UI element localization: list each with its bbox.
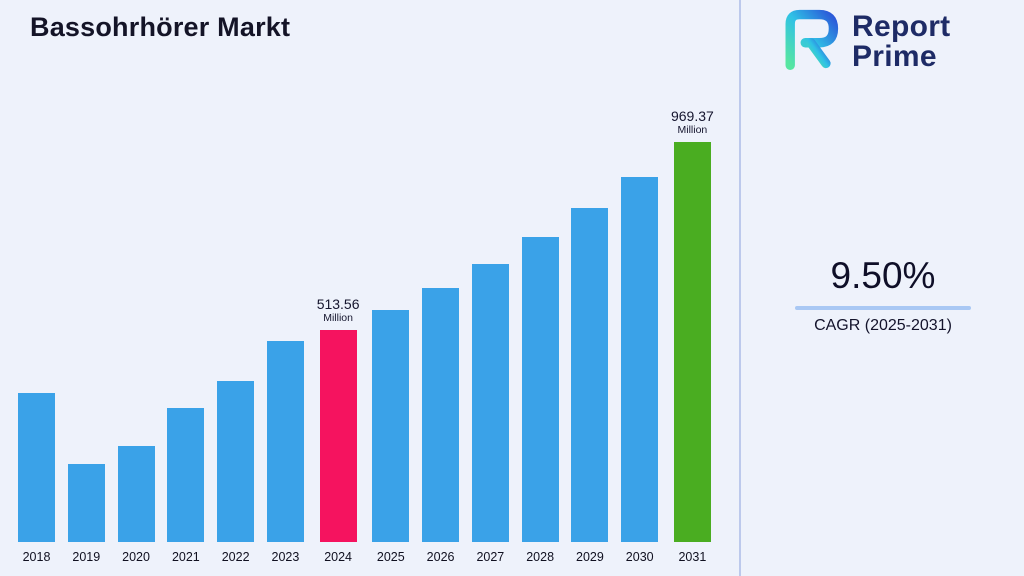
bar-2028 — [521, 237, 559, 542]
axis-label-2022: 2022 — [221, 550, 250, 564]
bar-column-2018: 2018 — [18, 393, 55, 564]
logo-text-line1: Report — [852, 9, 951, 43]
bar-2019 — [67, 464, 105, 542]
bar-column-2031: 969.37 Million 2031 — [671, 108, 714, 564]
axis-label-2020: 2020 — [122, 550, 150, 564]
logo-text: Report Prime — [852, 9, 951, 73]
bar-column-2027: 2027 — [471, 264, 509, 564]
bar-value-number: 513.56 — [316, 295, 360, 312]
axis-label-2019: 2019 — [72, 550, 101, 564]
axis-label-2023: 2023 — [271, 550, 300, 564]
axis-label-2026: 2026 — [426, 550, 455, 564]
cagr-value: 9.50% — [830, 255, 936, 296]
logo: Report Prime — [776, 8, 950, 75]
axis-label-2027: 2027 — [476, 550, 505, 564]
axis-label-2024: 2024 — [324, 550, 352, 564]
axis-label-2029: 2029 — [576, 550, 604, 564]
bar-2031 — [673, 142, 711, 542]
bar-2020 — [117, 446, 155, 542]
bar-2023 — [266, 341, 304, 542]
bar-column-2025: 2025 — [372, 310, 410, 564]
bar-2027 — [471, 264, 509, 542]
bar-column-2029: 2029 — [571, 208, 609, 564]
bar-column-2023: 2023 — [266, 341, 304, 564]
bar-column-2021: 2021 — [167, 408, 205, 564]
cagr-block: 9.50% CAGR (2025-2031) — [795, 255, 971, 335]
bar-2018 — [18, 393, 55, 542]
bar-chart: 2018 2019 2020 2021 2022 2023 513.56 Million 202… — [18, 108, 714, 564]
axis-label-2028: 2028 — [526, 550, 555, 564]
bar-column-2026: 2026 — [422, 288, 460, 564]
bar-2030 — [621, 177, 659, 542]
bar-value-unit: Million — [323, 311, 353, 324]
bar-2026 — [422, 288, 460, 542]
bar-2025 — [372, 310, 410, 542]
vertical-divider — [739, 0, 741, 576]
bar-column-2020: 2020 — [117, 446, 155, 564]
cagr-underline — [795, 306, 971, 310]
axis-label-2025: 2025 — [376, 550, 405, 564]
bar-column-2028: 2028 — [521, 237, 559, 564]
bar-value-label-2024: 513.56 Million — [317, 296, 360, 324]
bar-column-2030: 2030 — [621, 177, 659, 564]
bar-column-2019: 2019 — [67, 464, 105, 564]
bar-2021 — [167, 408, 205, 542]
bar-value-unit: Million — [677, 123, 708, 136]
cagr-label: CAGR (2025-2031) — [814, 317, 952, 334]
axis-label-2018: 2018 — [22, 550, 51, 564]
bar-value-number: 969.37 — [670, 107, 714, 124]
axis-label-2031: 2031 — [678, 550, 707, 564]
axis-label-2030: 2030 — [625, 550, 654, 564]
page-title: Bassohrhörer Markt — [30, 12, 291, 42]
logo-text-line2: Prime — [852, 39, 937, 73]
bar-value-label-2031: 969.37 Million — [671, 108, 714, 136]
axis-label-2021: 2021 — [171, 550, 200, 564]
bar-2024 — [319, 330, 357, 542]
bar-column-2022: 2022 — [217, 381, 255, 564]
report-prime-logo-icon — [776, 8, 842, 75]
bar-column-2024: 513.56 Million 2024 — [317, 296, 360, 564]
bar-2029 — [571, 208, 609, 542]
bar-2022 — [217, 381, 255, 542]
